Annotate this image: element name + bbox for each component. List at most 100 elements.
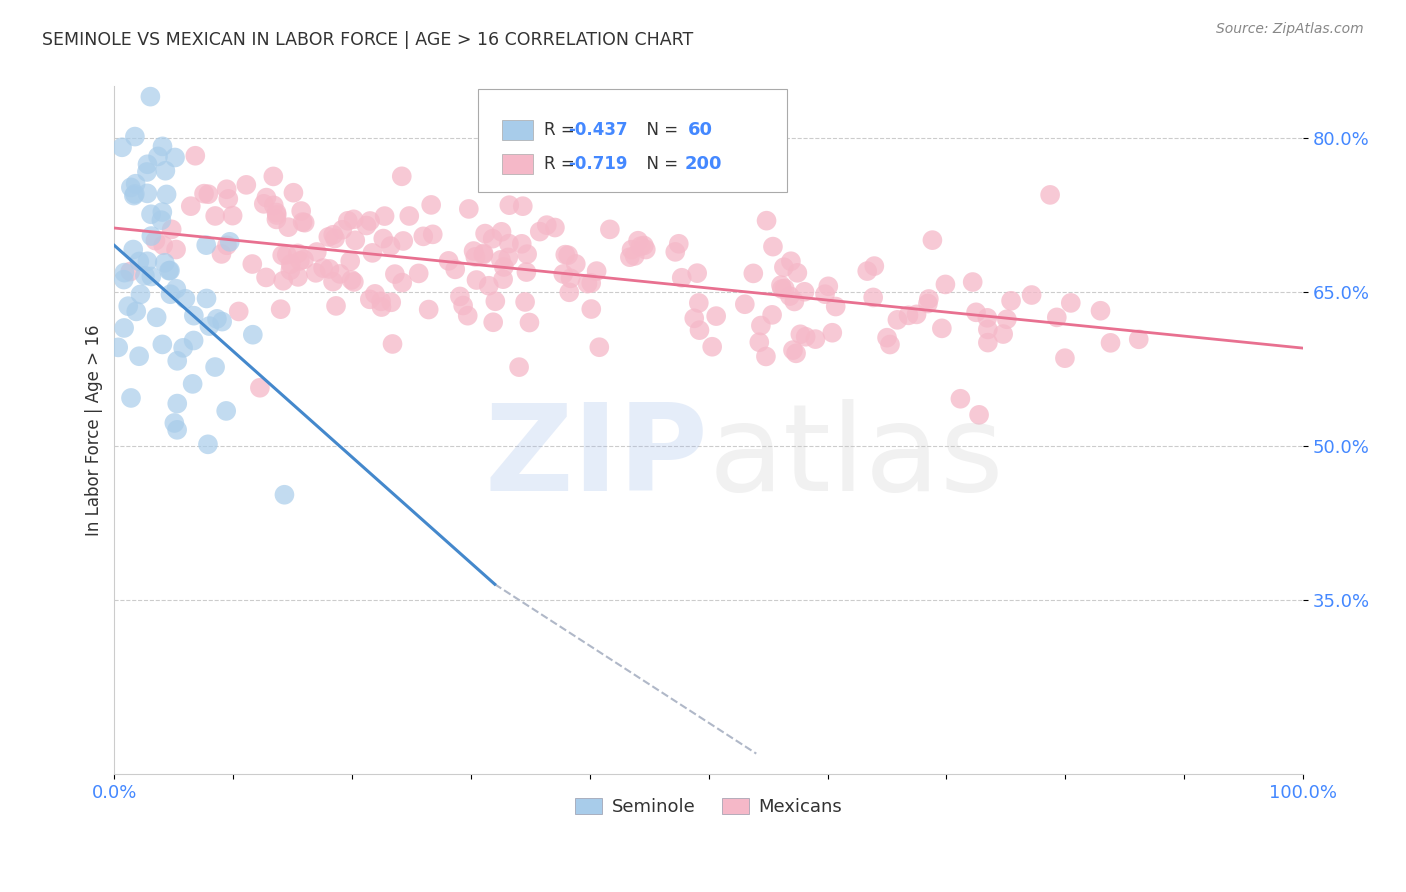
Point: [122, 243, 145, 257]
Point: [683, 311, 706, 326]
Point: [579, 276, 602, 290]
Point: [619, 250, 641, 264]
Point: [512, 199, 534, 213]
Point: [145, 234, 167, 248]
Point: [124, 177, 146, 191]
Point: [262, 169, 284, 184]
Point: [280, 257, 302, 271]
Point: [934, 277, 956, 292]
Text: N =: N =: [636, 121, 688, 139]
Point: [280, 263, 302, 277]
Point: [253, 197, 276, 211]
Point: [215, 182, 238, 196]
Point: [786, 266, 808, 280]
Point: [876, 331, 898, 345]
Point: [492, 272, 515, 286]
Point: [364, 286, 387, 301]
Point: [159, 287, 181, 301]
Point: [1060, 296, 1083, 310]
Point: [770, 282, 793, 296]
Point: [671, 270, 693, 285]
Point: [150, 205, 173, 219]
Point: [329, 267, 352, 281]
Point: [373, 231, 395, 245]
Point: [266, 205, 288, 219]
Point: [585, 264, 607, 278]
Point: [668, 236, 690, 251]
Point: [271, 274, 294, 288]
Point: [112, 321, 135, 335]
Point: [630, 239, 652, 253]
Point: [318, 262, 340, 277]
Point: [356, 219, 378, 233]
Point: [128, 254, 150, 268]
Point: [184, 149, 207, 163]
Point: [160, 222, 183, 236]
Point: [779, 289, 801, 303]
Point: [783, 294, 806, 309]
Point: [491, 225, 513, 239]
Point: [235, 178, 257, 192]
Point: [122, 188, 145, 202]
Point: [773, 260, 796, 275]
Point: [995, 312, 1018, 326]
Point: [931, 321, 953, 335]
Point: [166, 354, 188, 368]
Point: [962, 275, 984, 289]
Point: [749, 318, 772, 333]
Point: [704, 309, 727, 323]
Point: [824, 300, 846, 314]
Point: [198, 319, 221, 334]
Point: [150, 213, 173, 227]
Text: R =: R =: [544, 121, 581, 139]
Point: [991, 326, 1014, 341]
Point: [139, 89, 162, 103]
Point: [381, 337, 404, 351]
Point: [287, 246, 309, 260]
Point: [215, 238, 238, 252]
Point: [496, 251, 519, 265]
Point: [785, 346, 807, 360]
Point: [359, 293, 381, 307]
Point: [481, 232, 503, 246]
Point: [217, 192, 239, 206]
Point: [437, 253, 460, 268]
Point: [897, 309, 920, 323]
Point: [141, 229, 163, 244]
Point: [633, 238, 655, 252]
Point: [748, 335, 770, 350]
Point: [793, 285, 815, 299]
Point: [163, 416, 186, 430]
Point: [921, 233, 943, 247]
Point: [181, 376, 204, 391]
Point: [1021, 288, 1043, 302]
Point: [323, 231, 346, 245]
Point: [211, 315, 233, 329]
Point: [135, 165, 157, 179]
Point: [665, 131, 688, 145]
Point: [344, 233, 367, 247]
Point: [553, 267, 575, 281]
Point: [211, 247, 233, 261]
Point: [821, 326, 844, 340]
Point: [361, 245, 384, 260]
Point: [463, 244, 485, 258]
Point: [384, 267, 406, 281]
Point: [339, 254, 361, 268]
Point: [254, 270, 277, 285]
Point: [392, 234, 415, 248]
Point: [343, 275, 366, 289]
Point: [418, 302, 440, 317]
Point: [136, 254, 159, 268]
Point: [457, 309, 479, 323]
Point: [305, 244, 328, 259]
Point: [967, 408, 990, 422]
Point: [734, 297, 756, 311]
Point: [420, 198, 443, 212]
Point: [879, 337, 901, 351]
Point: [134, 268, 156, 283]
Point: [152, 139, 174, 153]
Point: [688, 323, 710, 337]
Point: [489, 252, 512, 267]
Point: [195, 238, 218, 252]
